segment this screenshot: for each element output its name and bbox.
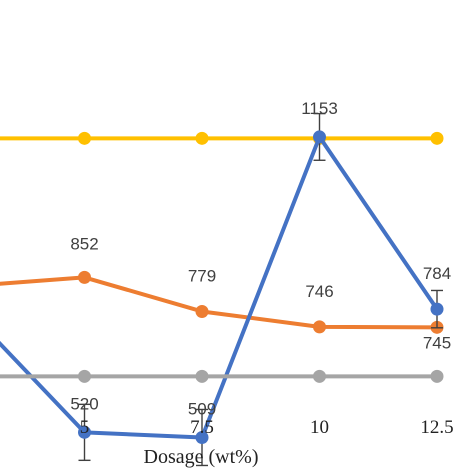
x-tick-labels: 5 7.5 10 12.5	[80, 417, 454, 438]
series-point	[313, 130, 326, 144]
data-label: 509	[188, 399, 216, 418]
series-3	[0, 369, 444, 383]
series-point	[195, 131, 209, 145]
series-line	[0, 134, 439, 440]
series-point	[313, 369, 326, 383]
x-tick-label: 7.5	[190, 417, 214, 438]
data-label: 784	[423, 264, 451, 283]
series-layer	[0, 112, 444, 467]
series-point	[195, 430, 209, 444]
series-point	[313, 320, 326, 334]
series-point	[78, 425, 91, 439]
data-label: 1153	[301, 99, 338, 118]
x-axis-title: Dosage (wt%)	[144, 446, 259, 468]
series-2	[0, 112, 444, 467]
data-label-layer: 852 779 746 745 520 509 1153 784	[70, 99, 451, 419]
data-label: 520	[70, 394, 98, 413]
series-line	[0, 275, 438, 330]
x-tick-label: 10	[310, 417, 329, 438]
series-point	[430, 302, 444, 316]
data-label: 745	[423, 333, 451, 352]
data-label: 852	[70, 234, 98, 253]
series-0	[0, 131, 444, 145]
series-1	[0, 270, 444, 334]
x-tick-label: 5	[80, 417, 90, 438]
data-label: 779	[188, 266, 216, 285]
series-point	[430, 369, 444, 383]
series-point	[430, 131, 444, 145]
series-point	[195, 369, 209, 383]
series-point	[78, 270, 91, 284]
series-point	[78, 369, 91, 383]
series-point	[195, 304, 209, 318]
data-label: 746	[305, 282, 333, 301]
series-point	[78, 131, 91, 145]
x-tick-label: 12.5	[420, 417, 453, 438]
